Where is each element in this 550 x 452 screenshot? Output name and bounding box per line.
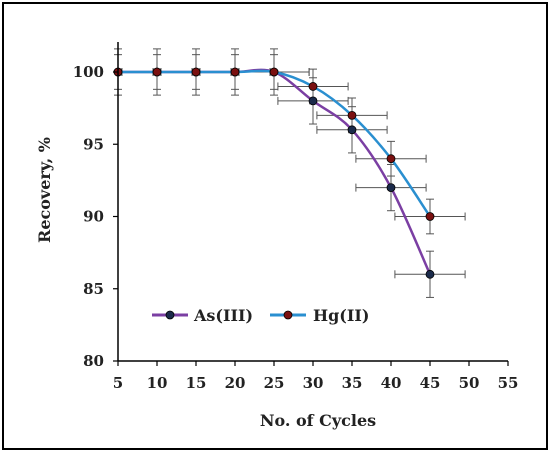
x-tick-label: 55	[498, 374, 519, 392]
x-tick-label: 25	[264, 374, 285, 392]
x-tick-label: 30	[303, 374, 324, 392]
x-tick-label: 45	[420, 374, 441, 392]
x-ticks: 5 10 15 20 25 30 35 40 45 50 55	[113, 361, 519, 392]
data-point	[386, 154, 396, 164]
y-tick-label: 100	[73, 63, 104, 81]
y-ticks: 80 85 90 95 100	[73, 63, 118, 370]
legend-label-as: As(III)	[193, 306, 253, 325]
x-axis-title: No. of Cycles	[260, 411, 376, 430]
legend-marker-as	[165, 310, 175, 320]
data-point	[230, 67, 240, 77]
data-point	[308, 96, 318, 106]
y-tick-label: 95	[83, 135, 104, 153]
y-tick-label: 85	[83, 280, 104, 298]
x-tick-label: 35	[342, 374, 363, 392]
data-point	[347, 110, 357, 120]
data-point	[308, 82, 318, 91]
x-tick-label: 20	[225, 374, 246, 392]
x-tick-label: 15	[186, 374, 207, 392]
series-markers	[113, 67, 435, 279]
y-tick-label: 90	[83, 208, 104, 226]
x-tick-label: 5	[113, 374, 123, 392]
legend-label-hg: Hg(II)	[313, 306, 369, 325]
x-tick-label: 10	[147, 374, 168, 392]
legend-marker-hg	[283, 310, 293, 320]
x-tick-label: 40	[381, 374, 402, 392]
data-point	[191, 67, 201, 77]
y-tick-label: 80	[83, 352, 104, 370]
data-point	[347, 125, 357, 135]
data-point	[152, 67, 162, 77]
data-point	[386, 183, 396, 193]
x-tick-label: 50	[459, 374, 480, 392]
data-point	[269, 67, 279, 77]
data-point	[425, 212, 435, 221]
legend: As(III) Hg(II)	[152, 306, 369, 325]
y-axis-title: Recovery, %	[35, 137, 54, 243]
data-point	[425, 269, 435, 279]
